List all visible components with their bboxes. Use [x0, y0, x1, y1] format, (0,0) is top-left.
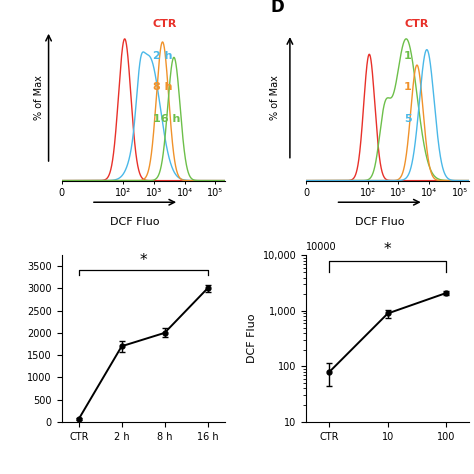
- Text: 1: 1: [404, 51, 412, 61]
- Text: *: *: [139, 254, 147, 268]
- Text: DCF Fluo: DCF Fluo: [355, 217, 404, 227]
- Text: % of Max: % of Max: [34, 75, 44, 120]
- Text: 10000: 10000: [306, 242, 337, 252]
- Text: 1: 1: [404, 82, 412, 92]
- Text: CTR: CTR: [404, 19, 428, 29]
- Text: *: *: [384, 243, 392, 257]
- Text: D: D: [270, 0, 284, 16]
- Text: CTR: CTR: [153, 19, 177, 29]
- Text: 16 h: 16 h: [153, 114, 180, 124]
- Text: DCF Fluo: DCF Fluo: [110, 217, 160, 227]
- Y-axis label: DCF Fluo: DCF Fluo: [247, 314, 257, 364]
- Text: 8 h: 8 h: [153, 82, 173, 92]
- Text: % of Max: % of Max: [270, 75, 280, 120]
- Text: 2 h: 2 h: [153, 51, 173, 61]
- Text: 5: 5: [404, 114, 411, 124]
